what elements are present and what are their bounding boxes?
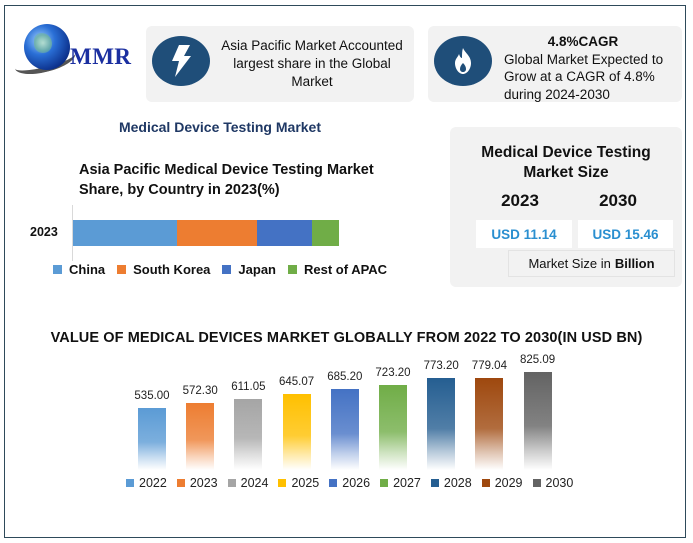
legend-label: 2029 xyxy=(494,476,523,490)
apac-chart-axis xyxy=(72,205,73,261)
market-size-year-2023: 2023 xyxy=(501,191,539,210)
bar-value-label: 611.05 xyxy=(231,380,266,393)
apac-chart-title: Asia Pacific Medical Device Testing Mark… xyxy=(79,160,409,200)
legend-swatch xyxy=(481,479,490,487)
section-title: Medical Device Testing Market xyxy=(118,119,322,135)
lightning-bolt-icon xyxy=(152,36,210,86)
legend-label: 2028 xyxy=(443,476,472,490)
bar-2022 xyxy=(138,408,166,470)
bar-2030 xyxy=(523,372,552,470)
legend-swatch xyxy=(278,479,287,487)
apac-chart-title-line2: Share, by Country in 2023(%) xyxy=(79,182,280,198)
apac-chart-title-line1: Asia Pacific Medical Device Testing Mark… xyxy=(79,162,374,178)
bar-2028 xyxy=(427,378,456,470)
cagr-description: Global Market Expected to Grow at a CAGR… xyxy=(504,51,664,102)
apac-stacked-bar xyxy=(73,220,339,246)
global-chart-title: VALUE OF MEDICAL DEVICES MARKET GLOBALLY… xyxy=(50,330,643,346)
global-legend-item: 2025 xyxy=(278,476,319,490)
apac-bar-segment-japan xyxy=(256,220,313,246)
bar-value-label: 723.20 xyxy=(375,366,411,379)
legend-swatch xyxy=(53,265,62,274)
global-legend-item: 2024 xyxy=(227,476,269,490)
market-size-title: Medical Device Testing Market Size xyxy=(450,143,682,183)
legend-label: Japan xyxy=(238,262,276,277)
market-size-value-2023: USD 11.14 xyxy=(476,220,572,248)
legend-swatch xyxy=(532,479,541,487)
market-size-title-line2: Market Size xyxy=(523,164,609,181)
market-size-value-2030: USD 15.46 xyxy=(578,220,673,248)
market-size-year-2030: 2030 xyxy=(599,191,637,210)
legend-swatch xyxy=(380,479,389,487)
apac-bar-segment-rest-of-apac xyxy=(312,220,339,246)
legend-label: 2023 xyxy=(189,476,218,490)
legend-label: China xyxy=(69,262,106,277)
legend-label: 2026 xyxy=(342,476,371,490)
unit-bold: Billion xyxy=(614,256,655,271)
apac-legend-item: Japan xyxy=(222,262,276,277)
global-chart-legend: 2022 2023 2024 2025 2026 2027 2028 2029 2030 xyxy=(126,476,573,490)
legend-label: South Korea xyxy=(133,262,211,277)
bar-2025 xyxy=(282,394,311,470)
bar-value-label: 645.07 xyxy=(279,376,315,389)
bar-value-label: 825.09 xyxy=(520,354,556,366)
bar-value-label: 572.30 xyxy=(182,385,218,398)
flame-icon xyxy=(434,36,492,86)
legend-swatch xyxy=(430,479,439,487)
market-size-unit: Market Size in Billion xyxy=(508,250,675,277)
legend-swatch xyxy=(126,479,134,487)
region-share-text: Asia Pacific Market Accounted largest sh… xyxy=(221,38,403,89)
bar-value-label: 685.20 xyxy=(327,371,363,384)
apac-chart-legend: China South Korea Japan Rest of APAC xyxy=(53,262,387,277)
legend-label: Rest of APAC xyxy=(304,262,388,277)
legend-label: 2024 xyxy=(240,476,269,490)
legend-swatch xyxy=(117,265,127,274)
global-legend-item: 2029 xyxy=(481,476,523,490)
mmr-logo: MMR xyxy=(12,22,138,80)
apac-legend-item: China xyxy=(53,262,105,277)
global-legend-item: 2026 xyxy=(329,476,370,490)
bar-2024 xyxy=(234,398,263,470)
legend-swatch xyxy=(288,265,297,274)
bar-2027 xyxy=(379,384,407,470)
legend-label: 2030 xyxy=(545,476,574,490)
logo-text: MMR xyxy=(70,44,132,69)
legend-label: 2025 xyxy=(291,476,320,490)
legend-swatch xyxy=(176,479,185,487)
legend-swatch xyxy=(222,265,232,274)
cagr-title: 4.8%CAGR xyxy=(547,34,619,49)
apac-legend-item: Rest of APAC xyxy=(288,262,387,277)
legend-label: 2022 xyxy=(139,476,167,490)
bar-value-label: 773.20 xyxy=(423,360,459,373)
legend-swatch xyxy=(227,479,236,487)
market-size-title-line1: Medical Device Testing xyxy=(481,144,651,161)
apac-legend-item: South Korea xyxy=(117,262,210,277)
apac-bar-segment-south-korea xyxy=(176,220,257,246)
global-legend-item: 2027 xyxy=(380,476,421,490)
region-share-card: Asia Pacific Market Accounted largest sh… xyxy=(146,26,414,102)
global-legend-item: 2022 xyxy=(126,476,167,490)
cagr-text-block: 4.8%CAGR Global Market Expected to Grow … xyxy=(504,33,680,103)
bar-value-label: 779.04 xyxy=(471,359,507,372)
legend-swatch xyxy=(329,479,338,487)
apac-bar-segment-china xyxy=(73,220,177,246)
bar-2026 xyxy=(330,389,359,470)
cagr-card: 4.8%CAGR Global Market Expected to Grow … xyxy=(428,26,682,102)
legend-label: 2027 xyxy=(393,476,421,490)
global-legend-item: 2030 xyxy=(532,476,574,490)
bar-value-label: 535.00 xyxy=(134,390,170,402)
unit-prefix: Market Size in xyxy=(528,256,611,271)
bar-2023 xyxy=(186,403,215,470)
globe-icon xyxy=(24,24,70,70)
bar-2029 xyxy=(475,377,504,470)
apac-chart-category-label: 2023 xyxy=(30,225,58,239)
market-size-panel: Medical Device Testing Market Size 2023 … xyxy=(450,127,682,287)
global-legend-item: 2023 xyxy=(176,476,218,490)
global-legend-item: 2028 xyxy=(430,476,472,490)
